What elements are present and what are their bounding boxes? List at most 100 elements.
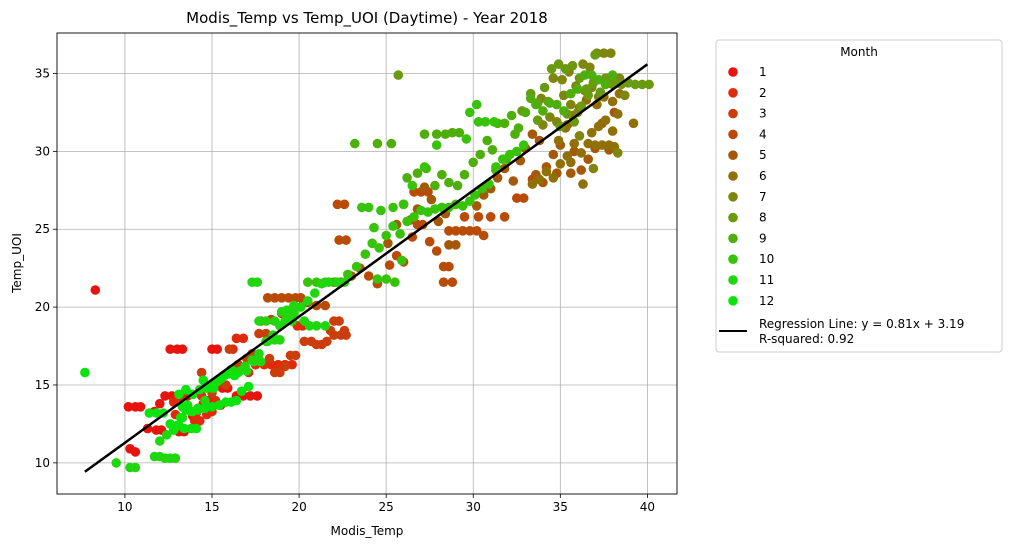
data-point-month-11: [170, 453, 181, 464]
legend-label-month-8: 8: [759, 211, 767, 225]
data-point-month-9: [372, 138, 383, 149]
data-point-month-10: [360, 249, 371, 259]
data-point-month-5: [527, 129, 538, 139]
data-point-month-11: [275, 335, 285, 345]
legend-label-month-5: 5: [759, 148, 767, 162]
data-point-month-2: [238, 333, 249, 344]
data-point-month-12: [191, 423, 202, 434]
data-point-month-11: [252, 277, 263, 288]
data-point-month-11: [310, 288, 320, 298]
y-tick-label: 25: [35, 222, 50, 236]
data-point-month-9: [510, 129, 520, 139]
data-point-month-3: [280, 361, 290, 372]
data-point-month-12: [198, 375, 209, 386]
data-point-month-12: [243, 381, 254, 392]
data-point-month-4: [471, 226, 482, 236]
data-point-month-7: [566, 99, 576, 110]
data-point-month-12: [175, 412, 186, 423]
data-point-month-9: [531, 99, 541, 110]
data-point-month-1: [130, 447, 141, 457]
legend-marker-month-1: [728, 67, 738, 77]
data-point-month-11: [200, 395, 210, 406]
legend-label-month-7: 7: [759, 190, 767, 204]
data-point-month-11: [303, 296, 313, 306]
legend-label-month-11: 11: [759, 273, 774, 287]
data-point-month-6: [593, 121, 604, 132]
data-point-month-9: [430, 180, 440, 191]
data-point-month-2: [195, 416, 205, 426]
data-point-month-8: [553, 59, 564, 69]
data-point-month-4: [485, 212, 496, 222]
data-point-month-8: [595, 87, 606, 97]
data-point-month-4: [444, 226, 454, 236]
data-point-month-5: [433, 216, 444, 227]
x-tick-label: 35: [553, 500, 568, 514]
data-point-month-8: [576, 101, 586, 111]
grid: [57, 33, 677, 494]
data-point-month-9: [593, 74, 604, 85]
x-tick-label: 10: [117, 500, 132, 514]
data-point-month-4: [444, 261, 454, 272]
data-point-month-11: [261, 316, 271, 326]
data-point-month-6: [607, 96, 618, 107]
data-point-month-5: [583, 154, 593, 164]
regression-line: [84, 63, 649, 473]
data-point-month-8: [583, 90, 593, 101]
data-point-month-11: [254, 349, 264, 359]
data-point-month-9: [468, 157, 479, 168]
data-point-month-9: [412, 168, 423, 178]
x-tick-label: 15: [204, 500, 219, 514]
data-point-month-8: [546, 64, 557, 74]
data-point-month-1: [165, 344, 175, 355]
data-point-month-12: [144, 408, 155, 418]
data-point-month-5: [451, 240, 461, 250]
data-point-month-11: [255, 356, 266, 367]
data-point-month-10: [461, 134, 472, 144]
legend-marker-month-9: [728, 233, 738, 244]
data-point-month-11: [249, 356, 259, 367]
legend-marker-month-7: [728, 192, 738, 202]
y-tick-label: 35: [35, 66, 50, 80]
data-point-month-1: [135, 402, 146, 412]
data-point-month-9: [552, 99, 562, 110]
legend-label-month-3: 3: [759, 107, 767, 121]
data-point-month-2: [231, 333, 242, 344]
data-point-month-5: [426, 194, 437, 205]
legend-label-month-9: 9: [759, 231, 767, 245]
data-point-month-10: [512, 146, 522, 157]
data-point-month-10: [398, 199, 409, 210]
data-point-month-10: [407, 180, 418, 191]
data-point-month-4: [478, 230, 489, 241]
y-axis-label: Temp_UOI: [10, 233, 24, 294]
data-point-month-9: [499, 118, 510, 129]
data-point-month-9: [431, 129, 442, 139]
data-point-month-11: [282, 305, 292, 316]
data-point-month-4: [459, 212, 470, 222]
legend-marker-month-2: [728, 88, 738, 98]
data-point-month-10: [351, 261, 362, 272]
data-point-month-10: [372, 274, 383, 284]
data-point-month-9: [452, 180, 463, 191]
data-point-month-5: [576, 165, 586, 175]
data-point-month-9: [506, 110, 517, 121]
data-point-month-11: [332, 277, 343, 288]
data-point-month-12: [168, 425, 179, 435]
data-point-month-10: [431, 140, 442, 150]
legend-marker-month-3: [728, 108, 738, 119]
y-tick-label: 30: [35, 144, 50, 158]
data-point-month-6: [576, 148, 586, 158]
legend-marker-month-11: [728, 275, 738, 285]
legend-label-month-6: 6: [759, 169, 767, 183]
legend-regression-label-line2: R-squared: 0.92: [759, 332, 854, 346]
data-point-month-6: [607, 126, 618, 136]
data-point-month-10: [397, 255, 407, 266]
data-point-month-10: [343, 269, 353, 280]
data-point-month-10: [458, 201, 468, 211]
data-point-month-7: [545, 112, 555, 122]
plot-frame: [56, 32, 678, 495]
data-point-month-10: [480, 117, 491, 127]
data-point-month-11: [289, 300, 299, 311]
data-point-month-12: [80, 367, 90, 378]
